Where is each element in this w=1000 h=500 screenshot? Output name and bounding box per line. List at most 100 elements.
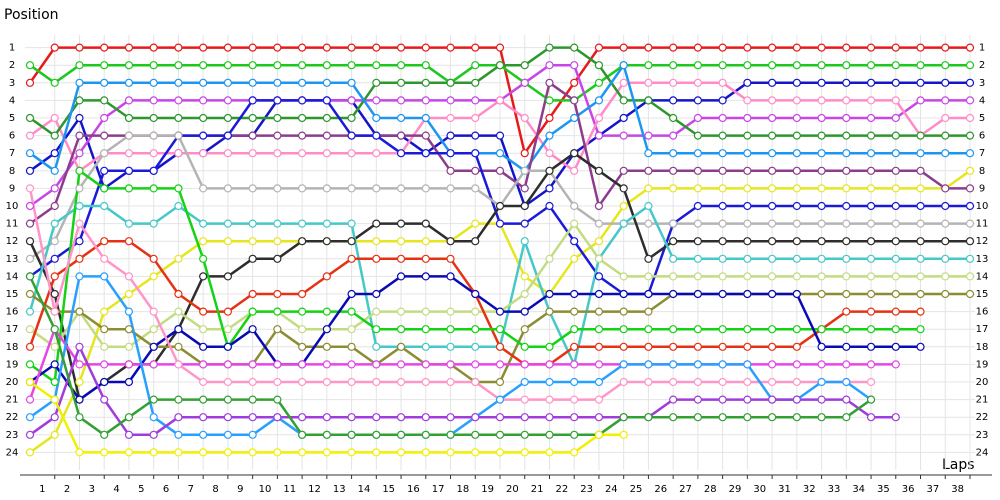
position-marker bbox=[75, 360, 84, 369]
position-marker bbox=[743, 184, 752, 193]
position-marker bbox=[842, 43, 851, 52]
position-marker bbox=[248, 395, 257, 404]
position-marker bbox=[570, 430, 579, 439]
position-marker bbox=[273, 289, 282, 299]
position-marker bbox=[100, 342, 109, 351]
y-tick-label: 2 bbox=[9, 60, 15, 71]
position-marker bbox=[298, 113, 307, 123]
position-marker bbox=[718, 201, 727, 211]
position-marker bbox=[347, 43, 356, 52]
position-marker bbox=[520, 395, 529, 404]
position-marker bbox=[842, 166, 851, 175]
position-marker bbox=[124, 149, 134, 158]
position-marker bbox=[347, 184, 356, 193]
position-marker bbox=[768, 413, 777, 422]
position-marker bbox=[248, 413, 257, 422]
position-marker bbox=[594, 272, 604, 281]
position-marker bbox=[199, 395, 208, 404]
position-marker bbox=[644, 166, 653, 175]
position-marker bbox=[891, 219, 900, 228]
position-marker bbox=[520, 448, 529, 457]
position-marker bbox=[965, 166, 975, 175]
position-line bbox=[29, 345, 896, 437]
y-tick-label: 22 bbox=[6, 412, 19, 423]
position-marker bbox=[396, 131, 406, 140]
position-marker bbox=[124, 342, 134, 351]
position-marker bbox=[916, 325, 925, 334]
position-marker bbox=[792, 61, 801, 70]
position-marker bbox=[594, 377, 604, 387]
y-tick-label: 8 bbox=[9, 166, 15, 177]
position-marker bbox=[199, 96, 208, 105]
position-marker bbox=[199, 78, 208, 87]
position-marker bbox=[372, 430, 381, 439]
position-marker bbox=[223, 237, 232, 246]
position-marker bbox=[743, 43, 752, 52]
x-tick-label: 3 bbox=[89, 484, 95, 495]
y-tick-label-right: 5 bbox=[979, 113, 985, 124]
position-marker bbox=[693, 325, 702, 334]
position-marker bbox=[199, 430, 208, 439]
position-marker bbox=[866, 113, 876, 123]
position-marker bbox=[199, 131, 208, 140]
position-marker bbox=[768, 254, 777, 263]
position-marker bbox=[100, 78, 109, 87]
position-marker bbox=[495, 377, 505, 387]
y-tick-label: 10 bbox=[6, 201, 19, 212]
position-marker bbox=[916, 254, 925, 263]
position-marker bbox=[372, 149, 381, 158]
position-marker bbox=[50, 289, 59, 299]
position-marker bbox=[644, 307, 653, 316]
position-marker bbox=[644, 201, 653, 211]
position-marker bbox=[669, 184, 678, 193]
position-marker bbox=[768, 61, 777, 70]
position-marker bbox=[545, 430, 554, 439]
position-marker bbox=[298, 184, 307, 193]
position-marker bbox=[545, 149, 554, 158]
position-marker bbox=[471, 237, 480, 246]
plot bbox=[25, 43, 975, 457]
position-marker bbox=[545, 342, 554, 351]
position-marker bbox=[545, 307, 554, 316]
position-marker bbox=[891, 43, 900, 52]
position-marker bbox=[817, 96, 826, 105]
y-tick-label: 18 bbox=[6, 342, 19, 353]
position-marker bbox=[768, 78, 777, 87]
x-tick-label: 8 bbox=[212, 484, 218, 495]
position-marker bbox=[891, 131, 900, 140]
position-marker bbox=[965, 113, 975, 123]
position-marker bbox=[471, 131, 480, 140]
position-marker bbox=[273, 113, 282, 123]
position-marker bbox=[100, 448, 109, 457]
y-tick-label: 9 bbox=[9, 183, 15, 194]
position-marker bbox=[248, 254, 257, 263]
position-marker bbox=[124, 360, 134, 369]
y-tick-label-right: 21 bbox=[976, 395, 989, 406]
position-marker bbox=[248, 360, 257, 369]
position-marker bbox=[693, 237, 702, 246]
position-marker bbox=[792, 395, 801, 404]
position-marker bbox=[495, 219, 505, 228]
position-marker bbox=[743, 254, 752, 263]
x-tick-label: 25 bbox=[630, 484, 643, 495]
position-marker bbox=[644, 131, 653, 140]
position-marker bbox=[273, 149, 282, 158]
position-marker bbox=[421, 149, 430, 158]
position-marker bbox=[520, 166, 529, 175]
position-marker bbox=[174, 430, 183, 439]
position-marker bbox=[619, 61, 628, 70]
position-marker bbox=[545, 448, 554, 457]
position-marker bbox=[669, 272, 678, 281]
position-marker bbox=[570, 43, 579, 52]
position-marker bbox=[396, 61, 406, 70]
position-marker bbox=[619, 377, 628, 387]
position-marker bbox=[273, 448, 282, 457]
position-marker bbox=[149, 307, 158, 316]
position-marker bbox=[792, 377, 801, 387]
position-marker bbox=[75, 184, 84, 193]
position-marker bbox=[347, 289, 356, 299]
position-marker bbox=[817, 113, 826, 123]
x-tick-label: 4 bbox=[113, 484, 119, 495]
position-marker bbox=[693, 360, 702, 369]
position-marker bbox=[965, 43, 975, 52]
